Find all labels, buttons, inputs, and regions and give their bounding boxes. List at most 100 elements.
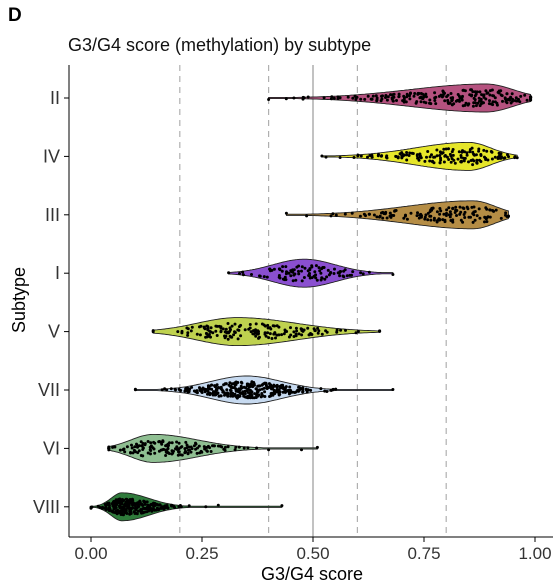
data-point xyxy=(478,90,482,94)
data-point xyxy=(314,276,318,280)
data-point xyxy=(456,157,460,161)
data-point xyxy=(246,396,250,400)
data-point xyxy=(497,91,501,95)
data-point xyxy=(488,208,492,212)
data-point xyxy=(177,447,180,451)
data-point xyxy=(186,327,190,331)
x-axis-ticks: 0.00 0.25 0.50 0.75 1.00 xyxy=(74,537,552,563)
data-point xyxy=(169,387,173,391)
data-point xyxy=(113,502,117,505)
data-point xyxy=(231,394,235,398)
data-point xyxy=(397,95,401,99)
data-point xyxy=(471,163,475,167)
data-point xyxy=(409,211,413,215)
data-point xyxy=(471,158,475,162)
data-point xyxy=(439,158,443,162)
data-point xyxy=(490,150,494,154)
data-point xyxy=(307,274,311,277)
data-point xyxy=(434,102,438,106)
data-point xyxy=(195,332,199,336)
data-point xyxy=(186,333,190,337)
data-point xyxy=(313,329,317,332)
data-point xyxy=(498,154,502,157)
data-point xyxy=(252,396,256,400)
data-point xyxy=(197,444,201,448)
data-point xyxy=(479,99,483,103)
data-point xyxy=(300,279,304,283)
data-point xyxy=(392,95,396,99)
data-point xyxy=(504,213,507,217)
data-point xyxy=(473,101,477,105)
data-point xyxy=(302,276,306,279)
data-point xyxy=(136,444,139,448)
data-point xyxy=(227,271,231,275)
data-point xyxy=(287,271,291,275)
data-point xyxy=(215,383,219,387)
data-point xyxy=(125,512,129,515)
data-point xyxy=(238,388,242,392)
data-point xyxy=(364,214,367,218)
y-tick-label-IV: IV xyxy=(43,146,60,166)
data-point xyxy=(285,270,288,274)
data-point xyxy=(331,212,335,216)
data-point xyxy=(96,504,100,508)
data-point xyxy=(277,388,281,392)
data-point xyxy=(248,323,252,326)
data-point xyxy=(478,216,482,220)
data-point xyxy=(342,275,346,279)
data-point xyxy=(378,329,382,333)
data-point xyxy=(298,386,302,390)
data-point xyxy=(204,331,208,335)
data-point xyxy=(141,448,145,451)
data-point xyxy=(475,214,479,218)
data-point xyxy=(247,327,251,331)
data-point xyxy=(405,153,409,157)
data-point xyxy=(274,336,277,340)
data-point xyxy=(474,153,478,157)
data-point xyxy=(226,392,230,396)
data-point xyxy=(435,148,439,152)
data-point xyxy=(483,220,486,224)
data-point xyxy=(187,504,191,508)
data-point xyxy=(101,505,104,509)
data-point xyxy=(443,218,447,222)
data-point xyxy=(131,451,135,455)
data-point xyxy=(463,150,466,154)
data-point xyxy=(501,99,504,103)
data-point xyxy=(225,330,229,334)
data-point xyxy=(332,96,336,100)
data-point xyxy=(170,441,174,445)
data-point xyxy=(484,89,488,93)
chart-title: G3/G4 score (methylation) by subtype xyxy=(68,35,371,55)
x-tick-label: 1.00 xyxy=(518,544,551,563)
data-point xyxy=(234,394,238,398)
data-point xyxy=(356,154,360,158)
data-point xyxy=(402,94,406,98)
data-point xyxy=(242,385,246,389)
data-point xyxy=(438,207,442,210)
data-point xyxy=(316,326,320,330)
data-point xyxy=(484,217,488,221)
data-point xyxy=(239,391,243,395)
data-point xyxy=(471,220,475,224)
data-point xyxy=(391,273,395,276)
data-point xyxy=(381,216,385,220)
data-point xyxy=(153,441,157,445)
data-point xyxy=(514,96,518,100)
data-point xyxy=(233,330,236,334)
data-point xyxy=(416,211,419,215)
data-point xyxy=(452,158,456,162)
data-point xyxy=(240,381,244,385)
data-point xyxy=(272,384,276,388)
data-point xyxy=(403,214,407,218)
data-point xyxy=(423,159,427,163)
data-point xyxy=(301,329,305,333)
data-point xyxy=(339,328,343,332)
data-point xyxy=(300,269,303,273)
data-point xyxy=(189,450,193,454)
data-point xyxy=(336,97,340,100)
data-point xyxy=(124,503,128,507)
data-point xyxy=(384,155,388,159)
data-point xyxy=(121,448,125,452)
data-point xyxy=(217,324,221,328)
